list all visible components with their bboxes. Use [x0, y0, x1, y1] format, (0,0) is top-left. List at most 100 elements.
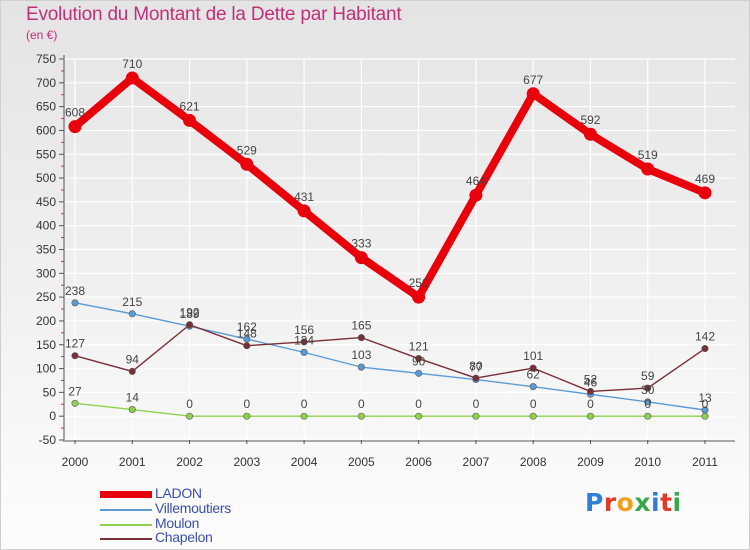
x-tick-label: 2006: [405, 455, 432, 469]
data-point: [186, 412, 194, 420]
y-tick-label: 350: [36, 243, 56, 257]
data-label: 464: [466, 174, 486, 188]
chart-title: Evolution du Montant de la Dette par Hab…: [26, 4, 402, 25]
data-point: [529, 383, 537, 391]
data-label: 101: [523, 349, 543, 363]
data-point: [529, 412, 537, 420]
data-point: [586, 387, 594, 395]
data-label: 127: [65, 337, 85, 351]
data-point: [300, 412, 308, 420]
data-label: 156: [294, 323, 314, 337]
logo-letter: o: [616, 488, 635, 517]
data-label: 192: [180, 306, 200, 320]
legend-swatch: [100, 538, 152, 540]
data-label: 0: [587, 397, 594, 411]
data-point: [644, 384, 652, 392]
data-point: [71, 299, 79, 307]
y-tick-label: 550: [36, 147, 56, 161]
data-point: [357, 334, 365, 342]
x-tick-label: 2009: [577, 455, 604, 469]
data-label: 238: [65, 284, 85, 298]
y-tick-label: 50: [43, 385, 57, 399]
y-tick-label: 150: [36, 338, 56, 352]
x-tick-label: 2007: [463, 455, 490, 469]
y-tick-label: -50: [39, 433, 57, 447]
grid: [65, 58, 735, 441]
x-axis: 2000 2001 2002 2003 2004 2005 2006 2007 2008 2009…: [62, 440, 735, 469]
data-label: 710: [122, 57, 142, 71]
y-tick-label: 750: [36, 52, 56, 66]
data-label: 189: [180, 307, 200, 321]
data-point: [71, 399, 79, 407]
data-label: 0: [473, 397, 480, 411]
x-tick-label: 2000: [62, 455, 89, 469]
y-tick-label: 250: [36, 290, 56, 304]
data-label: 215: [122, 295, 142, 309]
data-point: [354, 251, 368, 265]
series-line-moulon: [74, 402, 705, 417]
data-point: [68, 120, 82, 134]
y-tick-label: 100: [36, 362, 56, 376]
data-label: 46: [584, 375, 598, 389]
data-point: [128, 367, 136, 375]
x-tick-label: 2004: [291, 455, 318, 469]
series-layer: [68, 71, 712, 420]
logo-letter: x: [634, 488, 651, 517]
data-point: [472, 412, 480, 420]
x-tick-label: 2010: [634, 455, 661, 469]
logo-letter: r: [603, 488, 617, 517]
data-point: [415, 355, 423, 363]
data-label: 621: [180, 99, 200, 113]
legend-swatch: [100, 509, 152, 511]
data-point: [128, 310, 136, 318]
data-point: [186, 321, 194, 329]
data-label: 27: [68, 384, 82, 398]
data-point: [300, 348, 308, 356]
data-labels: 27 14 0 0 0 0 0 0 0 0 0 0 238 215 189 162 134 103 90 77 62 46…: [65, 57, 715, 411]
data-point: [698, 186, 712, 200]
logo-letter: i: [651, 488, 661, 517]
data-label: 121: [409, 340, 429, 354]
data-label: 469: [695, 172, 715, 186]
data-label: 250: [409, 276, 429, 290]
y-axis: 7507006506005505004504003503002502001501…: [36, 52, 65, 447]
data-point: [243, 342, 251, 350]
data-label: 80: [469, 359, 483, 373]
data-point: [641, 162, 655, 176]
x-tick-label: 2002: [176, 455, 203, 469]
data-label: 0: [186, 397, 193, 411]
data-label: 519: [638, 148, 658, 162]
data-label: 0: [301, 397, 308, 411]
legend-label: Moulon: [155, 515, 200, 531]
data-point: [125, 71, 139, 85]
data-label: 30: [641, 383, 655, 397]
data-label: 608: [65, 106, 85, 120]
y-tick-label: 450: [36, 195, 56, 209]
x-tick-label: 2003: [233, 455, 260, 469]
data-label: 148: [237, 327, 257, 341]
data-label: 14: [126, 391, 140, 405]
data-point: [412, 290, 426, 304]
y-tick-label: 600: [36, 123, 56, 137]
data-point: [644, 398, 652, 406]
legend-label: LADON: [155, 485, 202, 501]
data-label: 529: [237, 143, 257, 157]
data-label: 59: [641, 369, 655, 383]
data-point: [415, 412, 423, 420]
data-label: 333: [351, 237, 371, 251]
data-label: 592: [580, 113, 600, 127]
data-label: 62: [527, 368, 541, 382]
data-point: [701, 412, 709, 420]
data-point: [583, 127, 597, 141]
data-label: 0: [702, 397, 709, 411]
logo-letter: i: [672, 488, 682, 517]
data-label: 0: [415, 397, 422, 411]
data-label: 0: [644, 397, 651, 411]
data-point: [472, 374, 480, 382]
data-label: 52: [584, 372, 598, 386]
data-label: 77: [469, 361, 483, 375]
data-label: 142: [695, 330, 715, 344]
data-point: [644, 412, 652, 420]
data-label: 103: [351, 348, 371, 362]
